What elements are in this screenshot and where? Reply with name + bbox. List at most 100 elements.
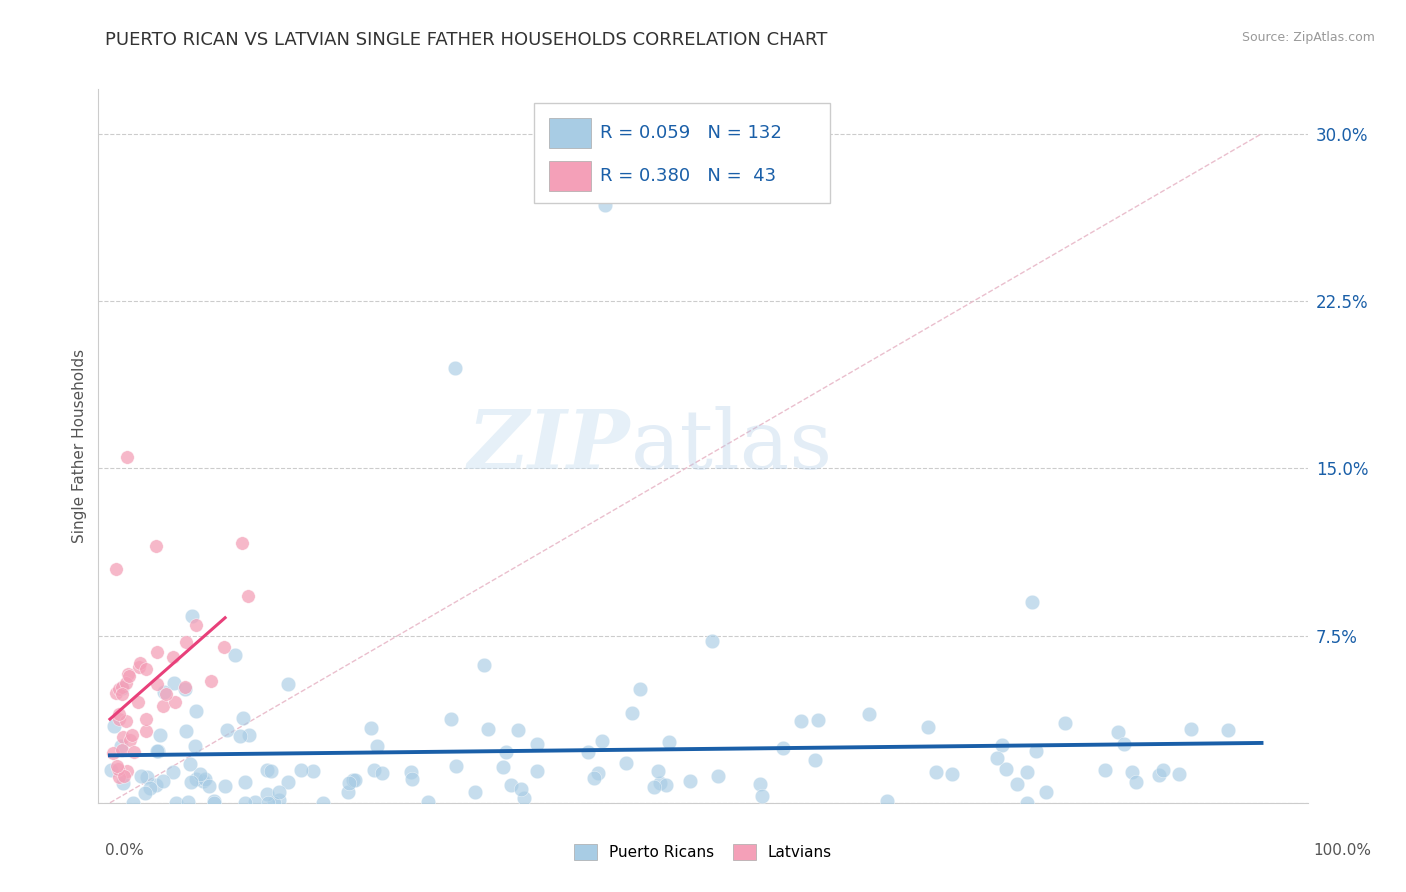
Point [1121,765,1143,780]
Point [129,769,152,783]
Point [772,741,794,756]
Point [302,764,325,778]
Point [789,714,811,729]
Point [260,764,283,778]
Point [342,772,364,787]
Point [236,590,259,604]
Point [986,751,1008,765]
Point [153,684,176,698]
Point [440,712,463,726]
Point [233,774,256,789]
Point [991,738,1014,752]
Point [186,704,208,718]
Point [103,746,125,760]
Point [228,729,250,743]
Point [1147,768,1170,782]
Point [267,793,290,807]
Point [177,795,200,809]
Point [224,648,246,662]
Point [134,786,156,800]
Point [163,676,186,690]
Text: PUERTO RICAN VS LATVIAN SINGLE FATHER HOUSEHOLDS CORRELATION CHART: PUERTO RICAN VS LATVIAN SINGLE FATHER HO… [105,31,828,49]
Point [118,669,141,683]
Point [112,775,135,789]
Point [1017,764,1039,779]
Point [174,681,197,696]
Point [583,771,606,785]
Point [366,739,388,753]
Point [1025,744,1047,758]
Point [917,720,939,734]
Point [290,764,312,778]
Point [233,796,256,810]
Point [706,769,728,783]
Point [499,778,522,792]
Point [492,760,515,774]
Point [858,706,880,721]
Point [112,769,135,783]
Point [111,743,134,757]
Point [100,763,122,777]
FancyBboxPatch shape [550,118,591,148]
Point [145,645,167,659]
Point [263,796,285,810]
Point [360,721,382,735]
Point [576,745,599,759]
Point [214,779,236,793]
Point [243,795,266,809]
Point [146,676,169,690]
FancyBboxPatch shape [550,161,591,191]
Point [510,782,533,797]
Point [1216,723,1239,737]
Point [138,780,160,795]
Point [149,728,172,742]
Point [108,712,131,726]
Point [588,766,610,780]
Point [418,795,440,809]
Point [104,562,127,576]
Point [312,796,335,810]
Point [188,767,211,781]
Point [202,796,225,810]
Point [214,640,236,654]
Point [114,676,136,690]
Text: R = 0.059   N = 132: R = 0.059 N = 132 [600,124,782,142]
Point [1125,775,1147,789]
Point [444,759,467,773]
Point [200,673,222,688]
Legend: Puerto Ricans, Latvians: Puerto Ricans, Latvians [568,838,838,866]
Point [111,680,134,694]
Point [628,681,651,696]
Point [110,739,132,753]
Point [181,608,204,623]
Point [803,753,825,767]
Point [128,660,150,674]
Point [163,695,186,709]
Point [1152,763,1174,777]
Point [111,681,134,695]
Point [183,739,205,753]
Point [399,765,422,780]
Point [256,763,278,777]
Point [174,635,197,649]
Point [513,790,536,805]
Point [118,733,141,747]
Point [135,662,157,676]
Point [1107,724,1129,739]
Point [337,776,360,790]
Point [232,711,254,725]
Point [648,776,671,790]
Point [925,765,948,780]
Point [658,735,681,749]
Point [115,764,138,778]
Point [122,745,145,759]
Point [941,766,963,780]
Point [1094,764,1116,778]
Point [135,771,157,785]
Point [614,756,637,770]
Point [643,780,665,794]
Point [277,775,299,789]
Point [191,774,214,789]
Point [654,779,676,793]
Point [162,764,184,779]
